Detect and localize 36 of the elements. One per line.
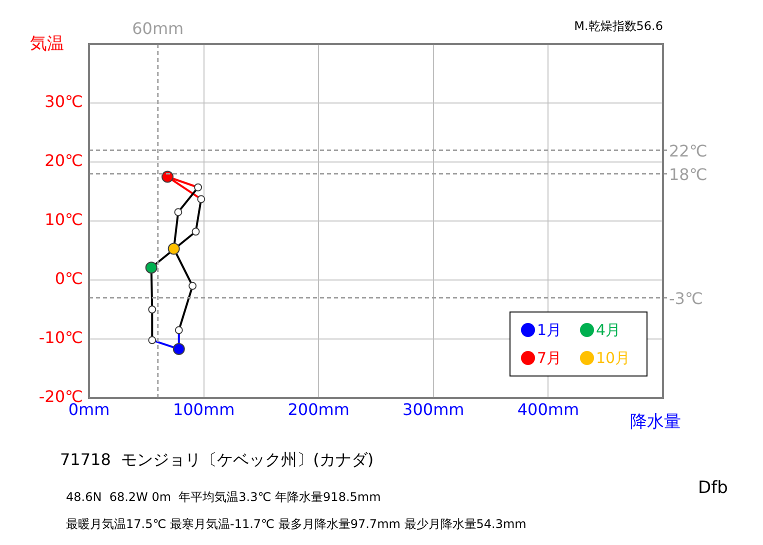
legend-label: 7月 bbox=[537, 348, 562, 367]
point bbox=[162, 170, 174, 183]
point bbox=[145, 262, 158, 274]
y-tick-label: 20℃ bbox=[44, 151, 83, 170]
x-tick-label: 300mm bbox=[402, 400, 464, 419]
legend-label: 4月 bbox=[596, 320, 621, 339]
point bbox=[148, 306, 156, 314]
y-axis-title: 気温 bbox=[30, 33, 64, 55]
ref-line-label: 60mm bbox=[132, 19, 184, 38]
y-tick-label: -10℃ bbox=[38, 328, 83, 348]
text: 48.6N 68.2W 0m 年平均気温3.3℃ 年降水量918.5mm bbox=[66, 489, 381, 506]
point bbox=[168, 242, 180, 255]
x-tick-label: 400mm bbox=[517, 400, 580, 419]
ref-line-label: 18℃ bbox=[669, 164, 708, 184]
point bbox=[188, 282, 197, 290]
x-tick-label: 200mm bbox=[288, 400, 350, 419]
ref-line-label: 22℃ bbox=[669, 141, 708, 160]
y-tick-label: 10℃ bbox=[44, 210, 83, 230]
x-axis-title: 降水量 bbox=[630, 411, 681, 433]
text: 最暖月気温17.5℃ 最寒月気温-11.7℃ 最多月降水量97.7mm 最少月降水量54.3mm bbox=[66, 516, 526, 533]
point bbox=[194, 183, 202, 192]
y-tick-label: 0℃ bbox=[54, 269, 83, 288]
text: 71718 モンジョリ〔ケベック州〕(カナダ) bbox=[60, 450, 374, 471]
text: Dfb bbox=[698, 478, 728, 498]
point bbox=[192, 228, 200, 236]
point bbox=[148, 336, 156, 344]
point bbox=[197, 195, 206, 204]
x-tick-label: 100mm bbox=[172, 400, 235, 419]
legend-label: 1月 bbox=[537, 320, 562, 339]
legend-label: 10月 bbox=[596, 348, 630, 367]
point bbox=[174, 326, 183, 334]
ref-line-label: -3℃ bbox=[669, 288, 703, 308]
point bbox=[172, 343, 185, 356]
point bbox=[174, 208, 182, 216]
y-tick-label: 30℃ bbox=[44, 92, 83, 112]
text: M.乾燥指数56.6 bbox=[574, 18, 663, 35]
